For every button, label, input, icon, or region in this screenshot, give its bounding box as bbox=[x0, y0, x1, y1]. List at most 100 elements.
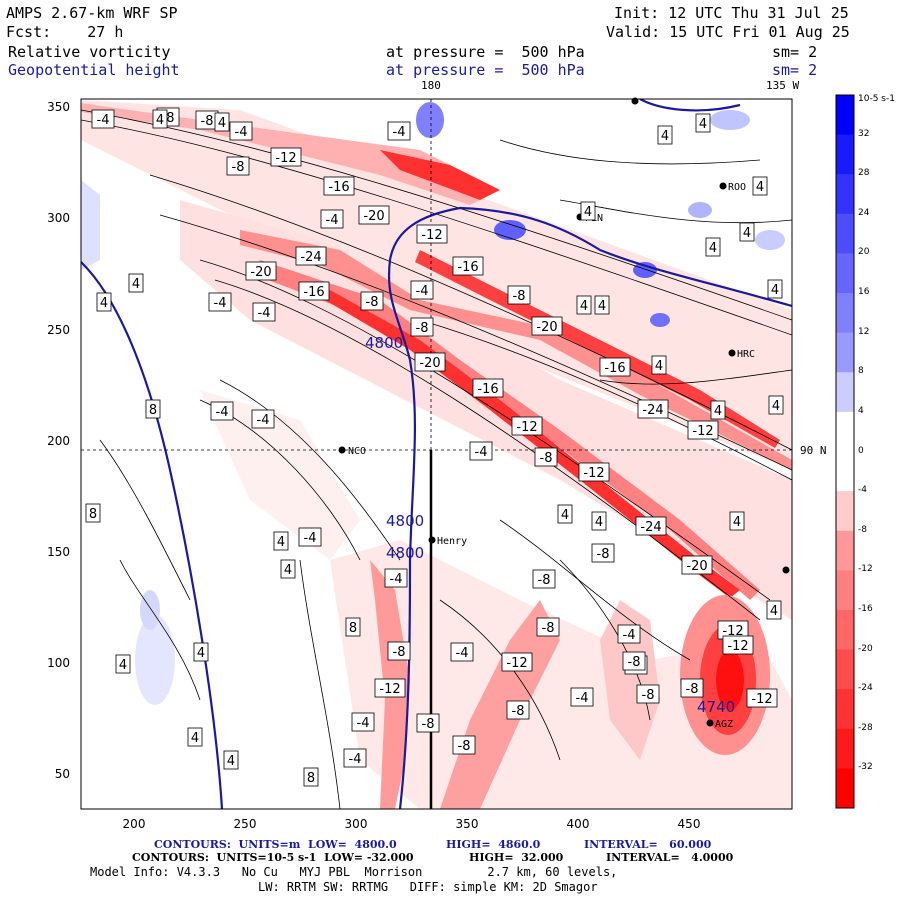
vorticity-label: -12 bbox=[746, 688, 778, 708]
colorbar-label: -8 bbox=[858, 524, 867, 535]
vorticity-label: 4 bbox=[752, 176, 768, 196]
vorticity-label: -24 bbox=[295, 246, 327, 266]
svg-text:-8: -8 bbox=[642, 688, 655, 703]
colorbar-label: -20 bbox=[858, 643, 873, 654]
x-tick: 450 bbox=[677, 817, 701, 831]
height-label: 4800 bbox=[365, 334, 403, 352]
colorbar-label: 24 bbox=[858, 207, 870, 218]
footer-vort-contours: CONTOURS: UNITS=10-5 s-1 LOW= -32.000 bbox=[132, 851, 414, 864]
svg-text:-8: -8 bbox=[540, 451, 553, 466]
vorticity-label: -8 bbox=[226, 156, 250, 176]
colorbar-label: -28 bbox=[858, 722, 873, 733]
svg-text:4: 4 bbox=[584, 205, 592, 220]
svg-text:-12: -12 bbox=[275, 151, 296, 166]
svg-text:4: 4 bbox=[227, 754, 235, 769]
vorticity-label: -4 bbox=[387, 121, 411, 141]
colorbar-label: 16 bbox=[858, 287, 870, 298]
vorticity-label: -8 bbox=[536, 617, 560, 637]
svg-text:-12: -12 bbox=[379, 682, 400, 697]
vorticity-label: -16 bbox=[323, 176, 355, 196]
svg-text:4: 4 bbox=[661, 129, 669, 144]
svg-text:-8: -8 bbox=[686, 682, 699, 697]
svg-text:4: 4 bbox=[277, 535, 285, 550]
vorticity-label: -8 bbox=[534, 447, 558, 467]
svg-text:-4: -4 bbox=[390, 572, 403, 587]
colorbar-swatch bbox=[836, 728, 854, 769]
svg-text:-12: -12 bbox=[506, 656, 527, 671]
vorticity-label: -8 bbox=[360, 291, 384, 311]
svg-text:-4: -4 bbox=[258, 306, 271, 321]
vorticity-label: -4 bbox=[570, 687, 594, 707]
vorticity-label: -12 bbox=[501, 652, 533, 672]
svg-text:-8: -8 bbox=[422, 717, 435, 732]
svg-text:-8: -8 bbox=[538, 573, 551, 588]
svg-text:-4: -4 bbox=[456, 646, 469, 661]
vorticity-label: -20 bbox=[245, 261, 277, 281]
svg-text:4: 4 bbox=[771, 283, 779, 298]
vorticity-label: 4 bbox=[739, 222, 755, 242]
y-tick: 50 bbox=[54, 767, 70, 781]
y-tick: 100 bbox=[47, 656, 70, 670]
colorbar-swatch bbox=[836, 293, 854, 334]
x-tick: 250 bbox=[233, 817, 257, 831]
vorticity-label: 4 bbox=[580, 201, 596, 221]
lon-label-135w: 135 W bbox=[766, 79, 800, 92]
vorticity-label: -4 bbox=[617, 624, 641, 644]
vorticity-label: -4 bbox=[343, 748, 367, 768]
svg-text:4: 4 bbox=[743, 226, 751, 241]
lat-label-90n: 90 N bbox=[800, 444, 827, 457]
vorticity-label: -4 bbox=[410, 280, 434, 300]
colorbar-label: 28 bbox=[858, 168, 870, 179]
vorticity-label: -8 bbox=[680, 678, 704, 698]
vorticity-label: -8 bbox=[452, 735, 476, 755]
svg-text:4: 4 bbox=[191, 731, 199, 746]
vorticity-label: 8 bbox=[303, 767, 319, 787]
height-label: 4740 bbox=[697, 698, 735, 716]
vorticity-label: -4 bbox=[229, 121, 253, 141]
vorticity-label: -20 bbox=[531, 316, 563, 336]
plot-frame bbox=[80, 98, 793, 810]
vorticity-label: -4 bbox=[469, 441, 493, 461]
svg-text:-4: -4 bbox=[623, 628, 636, 643]
vorticity-label: 4 bbox=[115, 654, 131, 674]
svg-text:4: 4 bbox=[132, 277, 140, 292]
colorbar-frame bbox=[835, 94, 855, 809]
field2-smoothing: sm= 2 bbox=[772, 61, 818, 79]
vorticity-label: 4 bbox=[280, 559, 296, 579]
vorticity-label: -20 bbox=[414, 352, 446, 372]
station-dot-top bbox=[631, 97, 639, 105]
station-dot-nco bbox=[338, 446, 346, 454]
vorticity-label: 4 bbox=[591, 511, 607, 531]
y-tick: 250 bbox=[47, 323, 70, 337]
height-contours bbox=[81, 99, 792, 809]
x-tick: 200 bbox=[122, 817, 146, 831]
vorticity-label: -8 bbox=[591, 543, 615, 563]
vorticity-label: -12 bbox=[416, 224, 448, 244]
svg-text:4: 4 bbox=[580, 299, 588, 314]
colorbar bbox=[835, 94, 855, 809]
colorbar-label: 4 bbox=[858, 405, 864, 416]
svg-text:4: 4 bbox=[218, 116, 226, 131]
field1-level: at pressure = 500 hPa bbox=[386, 43, 585, 61]
vorticity-label: -16 bbox=[472, 378, 504, 398]
footer-model-info: Model Info: V4.3.3 No Cu MYJ PBL Morriso… bbox=[90, 865, 618, 879]
svg-text:4: 4 bbox=[770, 604, 778, 619]
vorticity-label: 4 bbox=[273, 531, 289, 551]
vorticity-label: 8 bbox=[145, 399, 161, 419]
vorticity-label: 4 bbox=[128, 273, 144, 293]
svg-text:-24: -24 bbox=[300, 250, 321, 265]
vorticity-label: 4 bbox=[729, 511, 745, 531]
vorticity-label: -4 bbox=[320, 209, 344, 229]
svg-text:4: 4 bbox=[756, 180, 764, 195]
vorticity-label: -12 bbox=[578, 462, 610, 482]
x-tick: 400 bbox=[566, 817, 590, 831]
vorticity-label: 4 bbox=[576, 295, 592, 315]
station-label-henry: Henry bbox=[437, 536, 467, 547]
valid-time: Valid: 15 UTC Fri 01 Aug 25 bbox=[606, 23, 850, 41]
vorticity-label: -12 bbox=[511, 416, 543, 436]
vorticity-label: -16 bbox=[298, 281, 330, 301]
footer-height-interval: INTERVAL= 60.000 bbox=[584, 838, 712, 851]
station-dot-henry bbox=[428, 536, 436, 544]
svg-text:-12: -12 bbox=[421, 228, 442, 243]
svg-text:-8: -8 bbox=[597, 547, 610, 562]
